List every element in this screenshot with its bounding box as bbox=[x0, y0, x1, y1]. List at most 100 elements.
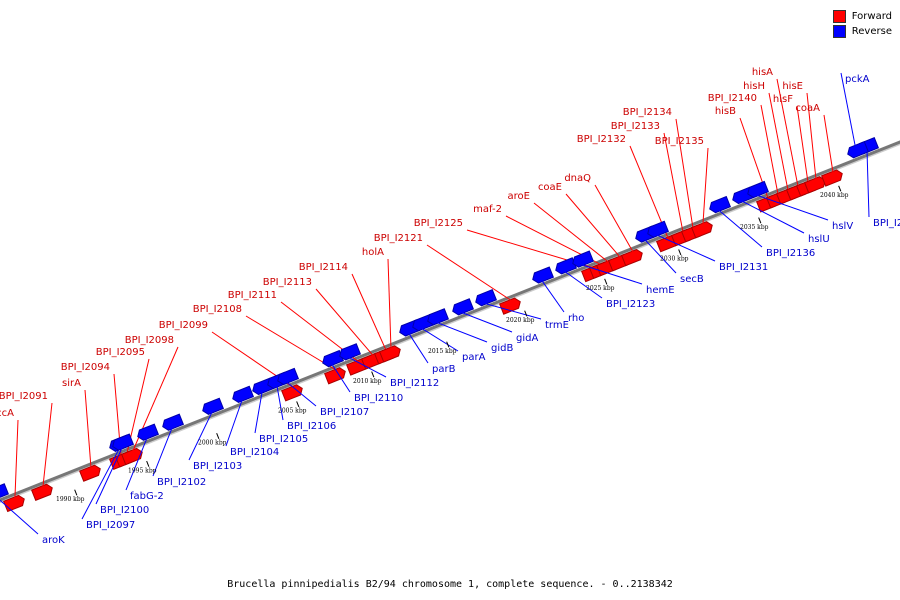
reverse-connector bbox=[436, 322, 488, 343]
forward-gene-1 bbox=[30, 483, 53, 502]
scale-tick bbox=[146, 460, 150, 467]
reverse-connector bbox=[95, 447, 123, 505]
forward-connector bbox=[675, 118, 694, 229]
reverse-gene-14 bbox=[427, 308, 450, 326]
forward-gene-17 bbox=[620, 248, 643, 267]
forward-connector bbox=[776, 78, 799, 187]
forward-gene-label: BPI_I2125 bbox=[414, 218, 463, 229]
reverse-swatch bbox=[832, 25, 846, 38]
forward-gene-label: sirA bbox=[62, 378, 81, 389]
scale-tick-label: 2035 kbp bbox=[740, 224, 769, 231]
reverse-gene-label: BPI_I2103 bbox=[193, 461, 242, 472]
reverse-connector bbox=[484, 302, 542, 320]
reverse-gene-24 bbox=[747, 180, 770, 199]
reverse-gene-0 bbox=[0, 483, 10, 501]
reverse-connector bbox=[188, 411, 213, 461]
forward-connector bbox=[663, 132, 684, 233]
forward-gene-label: hisF bbox=[773, 94, 793, 105]
forward-connector bbox=[533, 202, 609, 263]
forward-gene-label: dnaQ bbox=[564, 173, 591, 184]
reverse-gene-label: BPI_I2097 bbox=[86, 520, 135, 531]
reverse-connector bbox=[152, 427, 173, 477]
forward-gene-label: BPI_I2121 bbox=[374, 233, 423, 244]
forward-connector bbox=[387, 258, 392, 349]
reverse-gene-label: parB bbox=[432, 364, 456, 375]
reverse-gene-11 bbox=[339, 343, 362, 361]
reverse-connector bbox=[408, 333, 429, 364]
forward-gene-label: BPI_I2091 bbox=[0, 391, 48, 402]
forward-connector bbox=[42, 402, 53, 487]
forward-connector bbox=[702, 147, 709, 225]
reverse-gene-4 bbox=[162, 413, 185, 431]
reverse-gene-label: BPI_I2123 bbox=[606, 299, 655, 310]
reverse-connector bbox=[276, 386, 284, 421]
reverse-gene-label: BPI_I2131 bbox=[719, 262, 768, 273]
forward-gene-7 bbox=[323, 367, 346, 385]
forward-connector bbox=[14, 419, 19, 498]
reverse-gene-label: rho bbox=[568, 313, 584, 324]
reverse-gene-21 bbox=[647, 220, 670, 238]
forward-gene-label: BPI_I2113 bbox=[263, 277, 312, 288]
reverse-connector bbox=[331, 364, 351, 393]
forward-gene-label: BPI_I2134 bbox=[623, 107, 672, 118]
reverse-gene-label: hslU bbox=[808, 234, 830, 245]
forward-swatch bbox=[832, 10, 846, 23]
reverse-gene-9 bbox=[277, 367, 300, 386]
scale-tick-label: 2010 kbp bbox=[353, 378, 382, 385]
legend: Forward Reverse bbox=[832, 9, 892, 39]
reverse-gene-label: BPI_I2100 bbox=[100, 505, 149, 516]
reverse-connector bbox=[254, 392, 263, 434]
reverse-connector bbox=[81, 448, 120, 520]
reverse-gene-label: BPI_I2106 bbox=[287, 421, 336, 432]
reverse-gene-17 bbox=[532, 266, 555, 284]
forward-connector bbox=[760, 104, 779, 195]
reverse-connector bbox=[0, 499, 39, 535]
sequence-caption: Brucella pinnipedialis B2/94 chromosome … bbox=[227, 579, 673, 590]
forward-connector bbox=[84, 389, 92, 468]
forward-gene-2 bbox=[78, 464, 101, 482]
scale-tick-label: 2040 kbp bbox=[820, 192, 849, 199]
reverse-gene-label: BPI_I2112 bbox=[390, 378, 439, 389]
scale-tick bbox=[74, 489, 78, 496]
scale-tick bbox=[604, 278, 608, 285]
reverse-gene-label: secB bbox=[680, 274, 704, 285]
reverse-gene-label: BPI_I2110 bbox=[354, 393, 403, 404]
forward-gene-label: BPI_I2135 bbox=[655, 136, 704, 147]
forward-gene-label: BPI_I2132 bbox=[577, 134, 626, 145]
reverse-gene-label: BPI_I2107 bbox=[320, 407, 369, 418]
reverse-connector bbox=[286, 381, 317, 407]
scale-tick bbox=[758, 217, 762, 224]
forward-connector bbox=[565, 193, 621, 258]
reverse-gene-label: BPI_I2102 bbox=[157, 477, 206, 488]
reverse-connector bbox=[656, 234, 716, 262]
reverse-gene-15 bbox=[452, 298, 475, 316]
forward-connector bbox=[823, 114, 834, 173]
reverse-gene-3 bbox=[137, 423, 160, 441]
scale-tick bbox=[296, 401, 300, 408]
scale-tick-label: 2030 kbp bbox=[660, 256, 689, 263]
reverse-gene-label: gidB bbox=[491, 343, 513, 354]
forward-gene-11 bbox=[378, 345, 401, 363]
legend-reverse: Reverse bbox=[832, 24, 892, 39]
scale-tick-label: 1995 kbp bbox=[128, 467, 157, 474]
forward-gene-21 bbox=[690, 221, 713, 239]
forward-gene-label: maf-2 bbox=[473, 204, 502, 215]
forward-gene-label: BPI_I2133 bbox=[611, 121, 660, 132]
reverse-connector bbox=[840, 72, 858, 156]
forward-gene-label: BPI_I2108 bbox=[193, 304, 242, 315]
reverse-gene-2 bbox=[112, 433, 135, 451]
reverse-gene-16 bbox=[475, 289, 498, 307]
forward-connector bbox=[796, 105, 809, 183]
reverse-gene-label: hslV bbox=[832, 221, 853, 232]
scale-tick bbox=[371, 371, 375, 378]
forward-gene-label: BPI_I2114 bbox=[299, 262, 348, 273]
legend-reverse-label: Reverse bbox=[851, 26, 892, 37]
forward-gene-6 bbox=[280, 384, 303, 402]
reverse-connector bbox=[461, 312, 513, 333]
forward-gene-label: BPI_I2111 bbox=[228, 290, 277, 301]
forward-gene-label: accA bbox=[0, 408, 14, 419]
reverse-gene-label: hemE bbox=[646, 285, 675, 296]
reverse-gene-label: BPI_I2104 bbox=[230, 447, 279, 458]
reverse-connector bbox=[866, 151, 870, 218]
forward-gene-28 bbox=[820, 169, 843, 187]
